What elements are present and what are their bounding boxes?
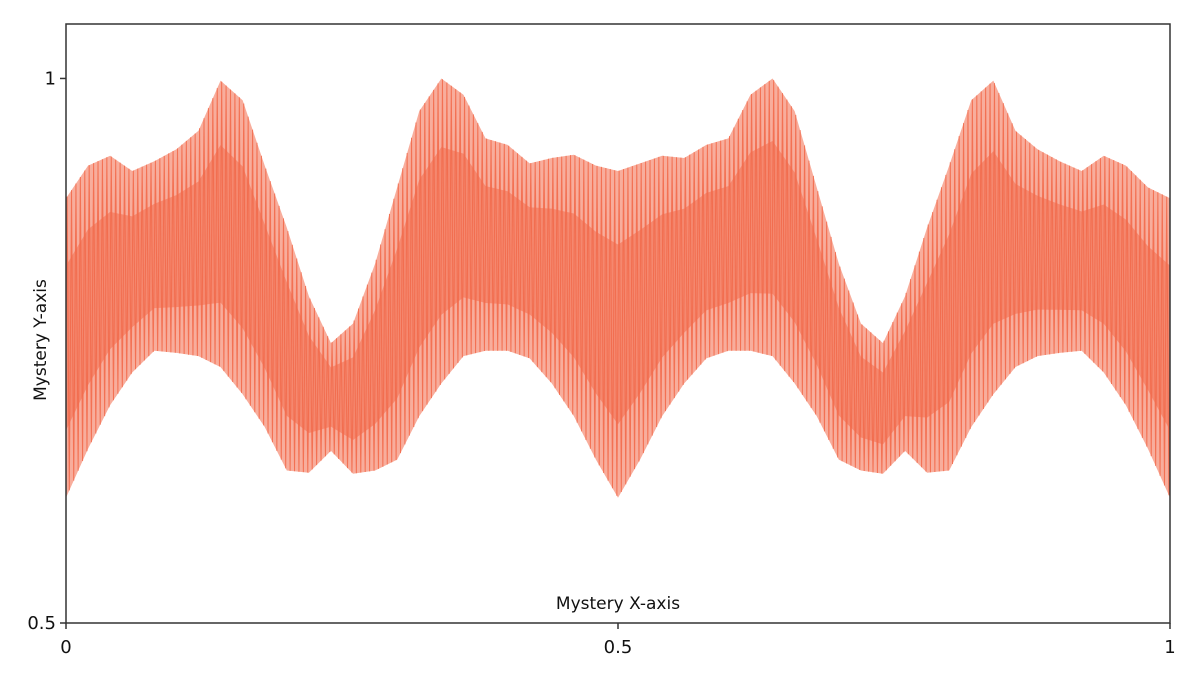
x-axis-title: Mystery X-axis [556, 594, 680, 614]
series-line [66, 79, 1170, 496]
x-tick-label: 0.5 [604, 637, 633, 658]
x-tick-label: 0 [60, 637, 71, 658]
x-tick-label: 1 [1164, 637, 1175, 658]
y-axis-title: Mystery Y-axis [31, 279, 51, 401]
tick-layer: 0 0.5 10.51 [27, 68, 1175, 658]
y-tick-label: 1 [45, 68, 56, 89]
data-layer [66, 78, 1170, 498]
y-tick-label: 0.5 [27, 613, 56, 634]
